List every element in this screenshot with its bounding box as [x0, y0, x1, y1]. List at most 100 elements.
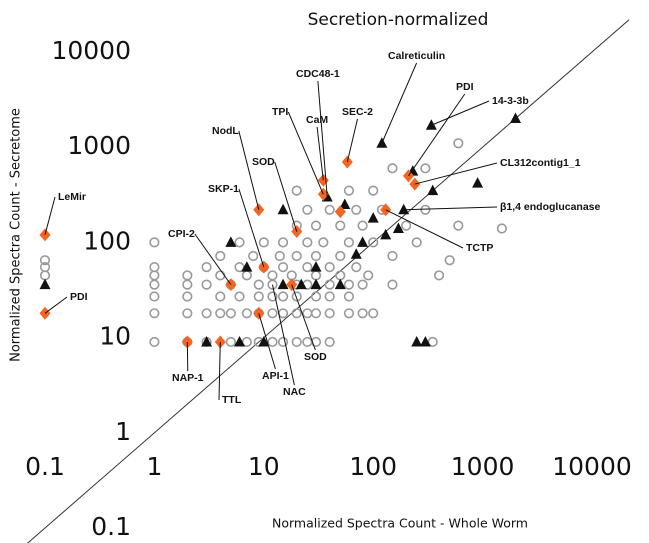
point	[291, 308, 302, 319]
point	[234, 237, 245, 248]
point	[225, 308, 236, 319]
point	[310, 220, 322, 231]
point	[291, 250, 302, 262]
point	[267, 291, 278, 302]
point	[241, 261, 253, 272]
point	[277, 262, 289, 273]
point	[357, 220, 368, 231]
point	[39, 255, 51, 266]
annotation-label: CaM	[306, 114, 328, 126]
annotation-label: NAP-1	[172, 372, 204, 384]
point	[39, 270, 51, 281]
point	[149, 291, 160, 302]
point	[444, 255, 455, 266]
point	[149, 336, 160, 348]
x-tick-label: 1	[146, 452, 162, 481]
point	[425, 119, 437, 130]
point	[453, 138, 464, 149]
point	[258, 335, 270, 347]
point	[387, 279, 398, 290]
point	[351, 262, 362, 273]
annotation-leader	[44, 296, 68, 314]
annotation-leader	[287, 111, 324, 195]
point	[310, 278, 322, 290]
point	[201, 262, 212, 273]
point	[367, 212, 379, 223]
point	[302, 237, 313, 248]
point	[343, 237, 355, 248]
point	[387, 250, 398, 262]
point	[419, 335, 431, 347]
point	[215, 291, 226, 302]
y-axis-label: Normalized Spectra Count - Secretome	[9, 108, 24, 362]
point	[368, 308, 379, 319]
point	[350, 248, 362, 259]
point	[267, 336, 278, 348]
annotation-leader	[258, 313, 276, 370]
annotation-leader	[218, 341, 221, 401]
point	[215, 250, 226, 262]
point	[39, 278, 51, 290]
point	[302, 204, 313, 215]
point	[343, 291, 355, 302]
point	[357, 236, 369, 247]
point	[392, 222, 404, 233]
point	[363, 270, 374, 281]
annotation-label: β1,4 endoglucanase	[500, 201, 601, 213]
annotation-leader	[408, 93, 466, 177]
annotation-leader	[238, 188, 265, 268]
point	[310, 261, 322, 272]
x-tick-label: 10	[248, 452, 280, 481]
point	[241, 308, 252, 319]
point	[310, 291, 322, 302]
point	[234, 291, 245, 302]
point	[343, 279, 355, 290]
x-tick-label: 0.1	[25, 452, 65, 481]
annotation-leader	[346, 118, 358, 163]
point	[324, 204, 335, 215]
annotation-label: CDC48-1	[296, 68, 340, 80]
annotation-label: SOD	[252, 156, 275, 168]
annotation-leader	[317, 80, 328, 198]
annotation-label: LeMir	[58, 191, 86, 203]
point	[357, 308, 368, 319]
point	[398, 203, 410, 215]
point	[291, 185, 302, 196]
point	[302, 308, 313, 319]
point	[291, 291, 302, 302]
annotation-label: TCTP	[466, 242, 493, 254]
point	[401, 220, 412, 231]
point	[277, 308, 289, 319]
x-tick-label: 100	[349, 452, 397, 481]
point	[310, 250, 322, 262]
point	[427, 184, 439, 196]
y-tick-label: 1000	[67, 131, 131, 160]
point	[334, 278, 346, 290]
point	[433, 270, 445, 281]
point	[324, 308, 335, 319]
y-tick-label: 100	[83, 226, 131, 255]
annotation-leader	[271, 284, 295, 386]
annotation-label: TPI	[272, 106, 288, 118]
point	[453, 220, 464, 231]
point	[234, 335, 246, 347]
annotation-label: NodL	[212, 125, 239, 137]
annotation-leader	[381, 62, 418, 144]
annotation-leader	[238, 130, 260, 210]
annotation-leader	[291, 284, 316, 351]
point	[201, 279, 212, 290]
point	[253, 279, 264, 290]
point	[510, 112, 522, 124]
annotation-leader	[414, 162, 498, 185]
point	[277, 203, 289, 215]
annotation-leader	[44, 196, 56, 235]
point	[149, 270, 160, 281]
point	[215, 308, 226, 319]
point	[368, 237, 379, 248]
annotation-label: SEC-2	[342, 106, 373, 118]
point	[380, 228, 392, 240]
annotation-label: SKP-1	[208, 183, 239, 195]
point	[420, 204, 431, 215]
annotation-leader	[274, 161, 298, 232]
